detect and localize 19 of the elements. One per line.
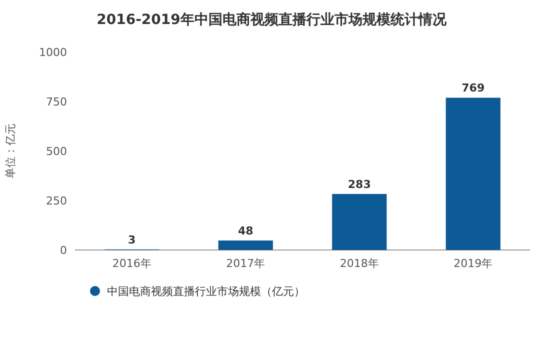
y-tick-label: 750 [46,96,67,108]
data-label: 48 [238,224,254,238]
y-tick-label: 500 [46,145,67,158]
data-label: 3 [128,233,136,246]
data-label: 283 [348,178,371,191]
data-label: 769 [462,82,485,95]
y-tick-label: 0 [60,244,67,257]
bar [446,98,500,250]
x-tick-label: 2019年 [454,257,493,270]
bar [332,194,387,250]
x-tick-label: 2016年 [112,257,152,270]
bar [218,240,273,250]
y-tick-label: 1000 [39,46,67,59]
legend-label: 中国电商视频直播行业市场规模（亿元） [107,285,305,298]
chart-title: 2016-2019年中国电商视频直播行业市场规模统计情况 [96,11,448,28]
x-tick-label: 2017年 [226,257,266,270]
y-tick-label: 250 [46,194,67,208]
x-tick-label: 2018年 [340,257,379,270]
y-axis-title: 单位：亿元 [4,124,17,178]
